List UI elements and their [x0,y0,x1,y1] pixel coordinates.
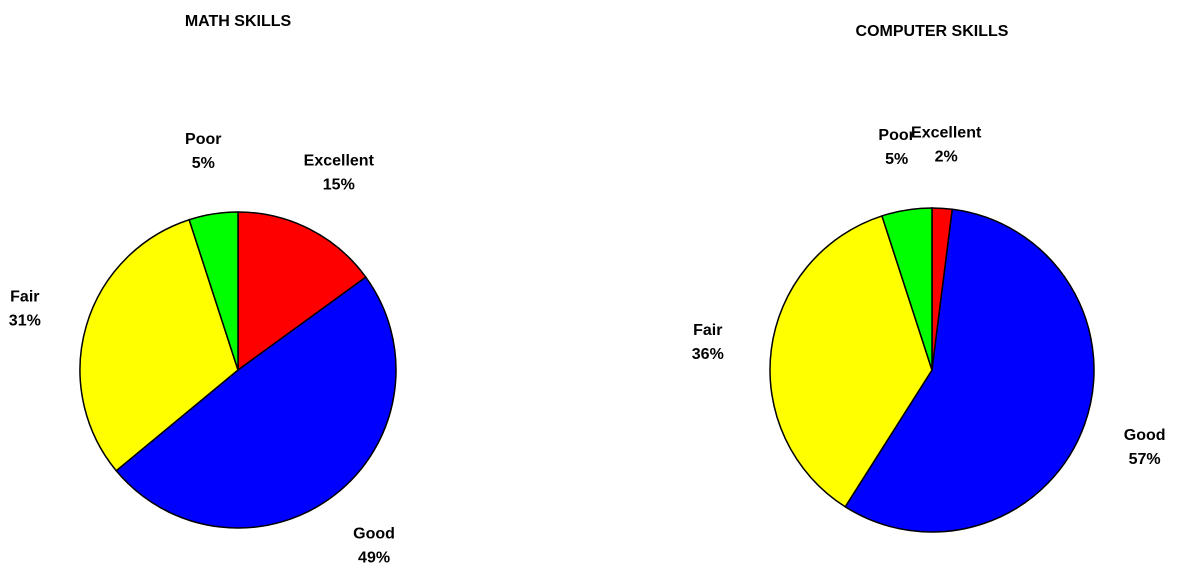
pie-slice [79,218,239,472]
slice-value-label: 5% [885,151,908,168]
chart-title: COMPUTER SKILLS [856,23,1009,40]
pie-slice [844,208,1095,533]
slice-label: Excellent [911,125,982,142]
pie-slice [880,207,933,371]
slice-label: Fair [693,322,722,339]
slice-value-label: 36% [692,346,724,363]
pie-slice [115,276,397,529]
slice-label: Poor [878,127,914,144]
slice-label: Excellent [304,152,375,169]
pie-slice [237,211,367,372]
slice-value-label: 57% [1129,451,1161,468]
slice-label: Fair [10,288,39,305]
slice-value-label: 49% [358,550,390,567]
slice-value-label: 31% [9,312,41,329]
slice-value-label: 2% [935,149,958,166]
chart-title: MATH SKILLS [185,13,292,30]
slice-value-label: 5% [192,155,215,172]
pie-slice [769,214,933,508]
pie-slice [188,211,239,371]
slice-label: Good [353,526,395,543]
slice-label: Poor [185,131,221,148]
slice-value-label: 15% [323,176,355,193]
slice-label: Good [1124,427,1166,444]
